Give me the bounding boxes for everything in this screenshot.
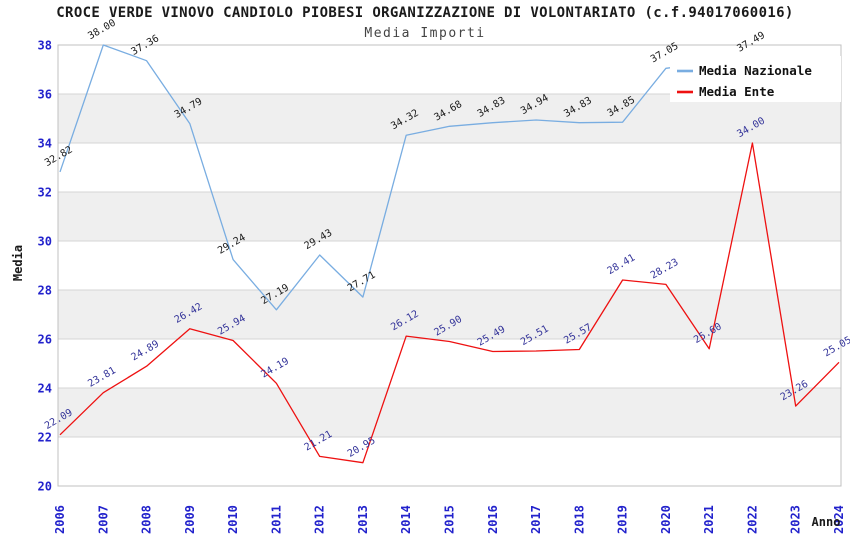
chart-title: CROCE VERDE VINOVO CANDIOLO PIOBESI ORGA… [56, 5, 794, 21]
x-tick-label: 2022 [745, 505, 759, 534]
value-label: 37.36 [130, 33, 162, 58]
x-tick-label: 2020 [659, 505, 673, 534]
legend-label-media-ente: Media Ente [699, 84, 775, 99]
plot-band [58, 388, 841, 437]
x-tick-label: 2006 [53, 505, 67, 534]
plot-band [58, 290, 841, 339]
x-tick-label: 2019 [616, 505, 630, 534]
legend-label-media-nazionale: Media Nazionale [699, 63, 812, 78]
y-tick-label: 34 [38, 137, 52, 151]
y-tick-label: 24 [38, 382, 52, 396]
y-tick-label: 30 [38, 235, 52, 249]
series-line-media-nazionale [59, 44, 753, 311]
x-tick-label: 2023 [789, 505, 803, 534]
x-tick-label: 2018 [572, 505, 586, 534]
x-tick-label: 2009 [183, 505, 197, 534]
x-tick-label: 2015 [443, 505, 457, 534]
x-tick-label: 2021 [702, 505, 716, 534]
plot-border [57, 44, 842, 487]
x-tick-label: 2008 [140, 505, 154, 534]
plot-band [58, 192, 841, 241]
legend: Media Nazionale Media Ente [670, 56, 841, 102]
series-line-media-ente [59, 142, 840, 464]
y-axis-title: Media [11, 245, 25, 281]
value-label: 24.89 [130, 339, 162, 364]
chart-subtitle: Media Importi [364, 26, 486, 41]
y-tick-label: 38 [38, 39, 52, 53]
x-tick-label: 2011 [269, 505, 283, 534]
value-label: 28.41 [606, 252, 638, 277]
value-label: 24.19 [259, 356, 291, 381]
y-tick-label: 28 [38, 284, 52, 298]
x-tick-label: 2010 [226, 505, 240, 534]
y-tick-label: 32 [38, 186, 52, 200]
y-tick-label: 36 [38, 88, 52, 102]
x-tick-label: 2014 [399, 505, 413, 534]
x-tick-label: 2013 [356, 505, 370, 534]
x-tick-label: 2012 [313, 505, 327, 534]
value-label: 20.95 [346, 435, 378, 460]
value-label: 37.49 [735, 30, 767, 55]
y-tick-label: 22 [38, 431, 52, 445]
x-axis-title: Anno [812, 515, 841, 529]
y-tick-label: 20 [38, 480, 52, 494]
plot-band [58, 94, 841, 143]
value-label: 38.00 [86, 18, 118, 43]
legend-box [670, 56, 841, 102]
value-label: 28.23 [649, 257, 681, 282]
x-tick-label: 2007 [96, 505, 110, 534]
x-tick-label: 2017 [529, 505, 543, 534]
x-tick-label: 2016 [486, 505, 500, 534]
y-tick-label: 26 [38, 333, 52, 347]
x-tick-label: 2024 [832, 505, 846, 534]
